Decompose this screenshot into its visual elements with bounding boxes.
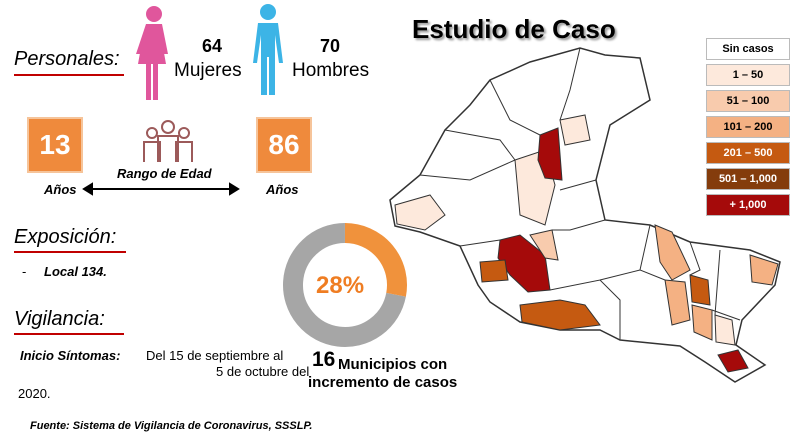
count: 70	[320, 36, 341, 56]
legend-item: 201 – 500	[706, 142, 790, 164]
legend-item: Sin casos	[706, 38, 790, 60]
underline	[14, 333, 124, 335]
onset-text: 2020.	[18, 386, 51, 401]
donut-track	[283, 223, 406, 347]
count: 64	[202, 36, 223, 56]
donut-arc	[344, 223, 407, 297]
onset-label: Inicio Síntomas:	[20, 348, 121, 363]
exposure-item: Local 134.	[44, 264, 107, 279]
section-label: Vigilancia:	[14, 308, 105, 330]
title: Estudio de Caso	[412, 14, 616, 44]
municipios-text: Municipios con	[338, 356, 448, 373]
section-label: Exposición:	[14, 226, 117, 248]
source: Fuente: Sistema de Vigilancia de Coronav…	[30, 420, 313, 432]
people-icon	[143, 120, 193, 162]
underline	[14, 74, 124, 76]
woman-icon	[136, 6, 168, 100]
legend-item: 501 – 1,000	[706, 168, 790, 190]
age-unit: Años	[44, 182, 77, 197]
legend-item: 101 – 200	[706, 116, 790, 138]
age-range-label: Rango de Edad	[117, 166, 212, 181]
age-box: 86	[256, 117, 312, 173]
man-icon	[253, 4, 283, 95]
age-unit: Años	[266, 182, 299, 197]
count-label: Hombres	[292, 60, 370, 81]
legend-item: + 1,000	[706, 194, 790, 216]
underline	[14, 251, 126, 253]
municipios-count: 16	[312, 348, 336, 371]
legend-item: 51 – 100	[706, 90, 790, 112]
age-box: 13	[27, 117, 83, 173]
onset-text: 5 de octubre del	[216, 364, 310, 379]
section-label: Personales:	[14, 48, 120, 70]
donut-label: 28%	[316, 272, 365, 299]
map	[389, 47, 781, 383]
age-arrow	[82, 182, 240, 196]
municipios-text: incremento de casos	[308, 374, 458, 391]
onset-text: Del 15 de septiembre al	[146, 348, 284, 363]
legend-item: 1 – 50	[706, 64, 790, 86]
count-label: Mujeres	[174, 60, 242, 81]
bullet: -	[22, 264, 27, 279]
